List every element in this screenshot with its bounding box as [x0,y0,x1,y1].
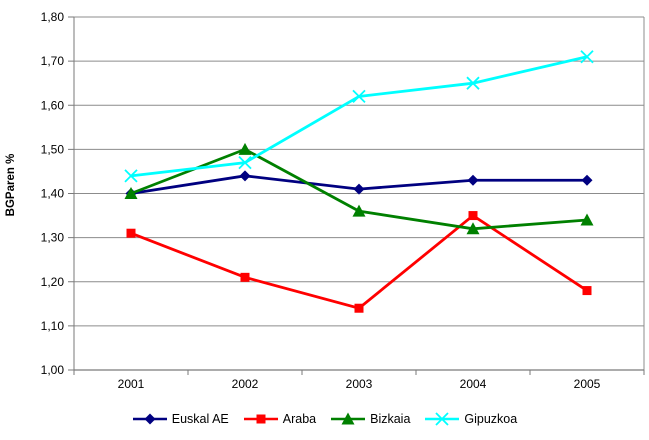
legend: Euskal AE Araba Bizkaia Gipuzkoa [0,406,649,432]
series-euskal-ae [125,170,593,199]
y-tick-label: 1,20 [41,275,65,289]
series-line [130,213,588,310]
square-marker [126,228,136,238]
x-tick-label: 2001 [118,377,145,391]
triangle-marker [238,142,252,155]
square-marker [468,211,478,221]
legend-item-bizkaia: Bizkaia [330,411,410,427]
x-tick-label: 2004 [460,377,487,391]
legend-key-square-icon [243,414,278,424]
legend-item-araba: Araba [243,411,316,427]
legend-key-x-icon [425,412,460,426]
y-tick-label: 1,70 [41,54,65,68]
series-gipuzkoa [124,50,594,183]
line-chart-plot-area: 1,00 1,10 1,20 1,30 1,40 1,50 1,60 1,70 1,80 2001… [5,10,645,391]
x-marker [466,76,480,90]
series-bizkaia [124,142,594,235]
x-marker [124,169,138,183]
series-araba [126,211,592,313]
square-marker [354,303,364,313]
legend-label: Araba [282,412,317,426]
diamond-marker [467,174,479,186]
square-marker [256,414,266,424]
x-tick-label: 2003 [346,377,373,391]
diamond-marker [353,183,365,195]
y-tick-label: 1,10 [41,319,65,333]
square-marker [582,286,592,296]
legend-label: Euskal AE [171,412,229,426]
triangle-marker [466,222,480,235]
legend-item-euskal-ae: Euskal AE [132,411,229,427]
triangle-marker [580,213,594,226]
diamond-marker [239,170,251,182]
legend-key-diamond-icon [132,413,167,425]
legend-label: Gipuzkoa [464,412,518,426]
x-marker [435,412,450,426]
diamond-marker [144,413,156,425]
legend-key-triangle-icon [331,412,366,425]
legend-label: Bizkaia [370,412,411,426]
y-tick-label: 1,60 [41,98,65,112]
x-marker [352,89,366,104]
triangle-marker [341,412,355,425]
triangle-marker [352,204,366,217]
y-tick-label: 1,30 [41,231,65,245]
y-tick-label: 1,50 [41,142,65,156]
triangle-marker [124,187,138,199]
square-marker [240,272,250,282]
series-line [130,55,588,178]
diamond-marker [581,174,593,186]
y-tick-label: 1,40 [41,187,65,201]
x-tick-label: 2005 [574,377,601,391]
x-tick-label: 2002 [232,377,259,391]
y-axis-title: BGParen % [5,154,17,217]
x-marker [238,155,252,170]
legend-item-gipuzkoa: Gipuzkoa [424,411,517,427]
x-marker [580,50,594,64]
y-tick-label: 1,80 [41,10,65,24]
y-tick-label: 1,00 [41,363,65,377]
